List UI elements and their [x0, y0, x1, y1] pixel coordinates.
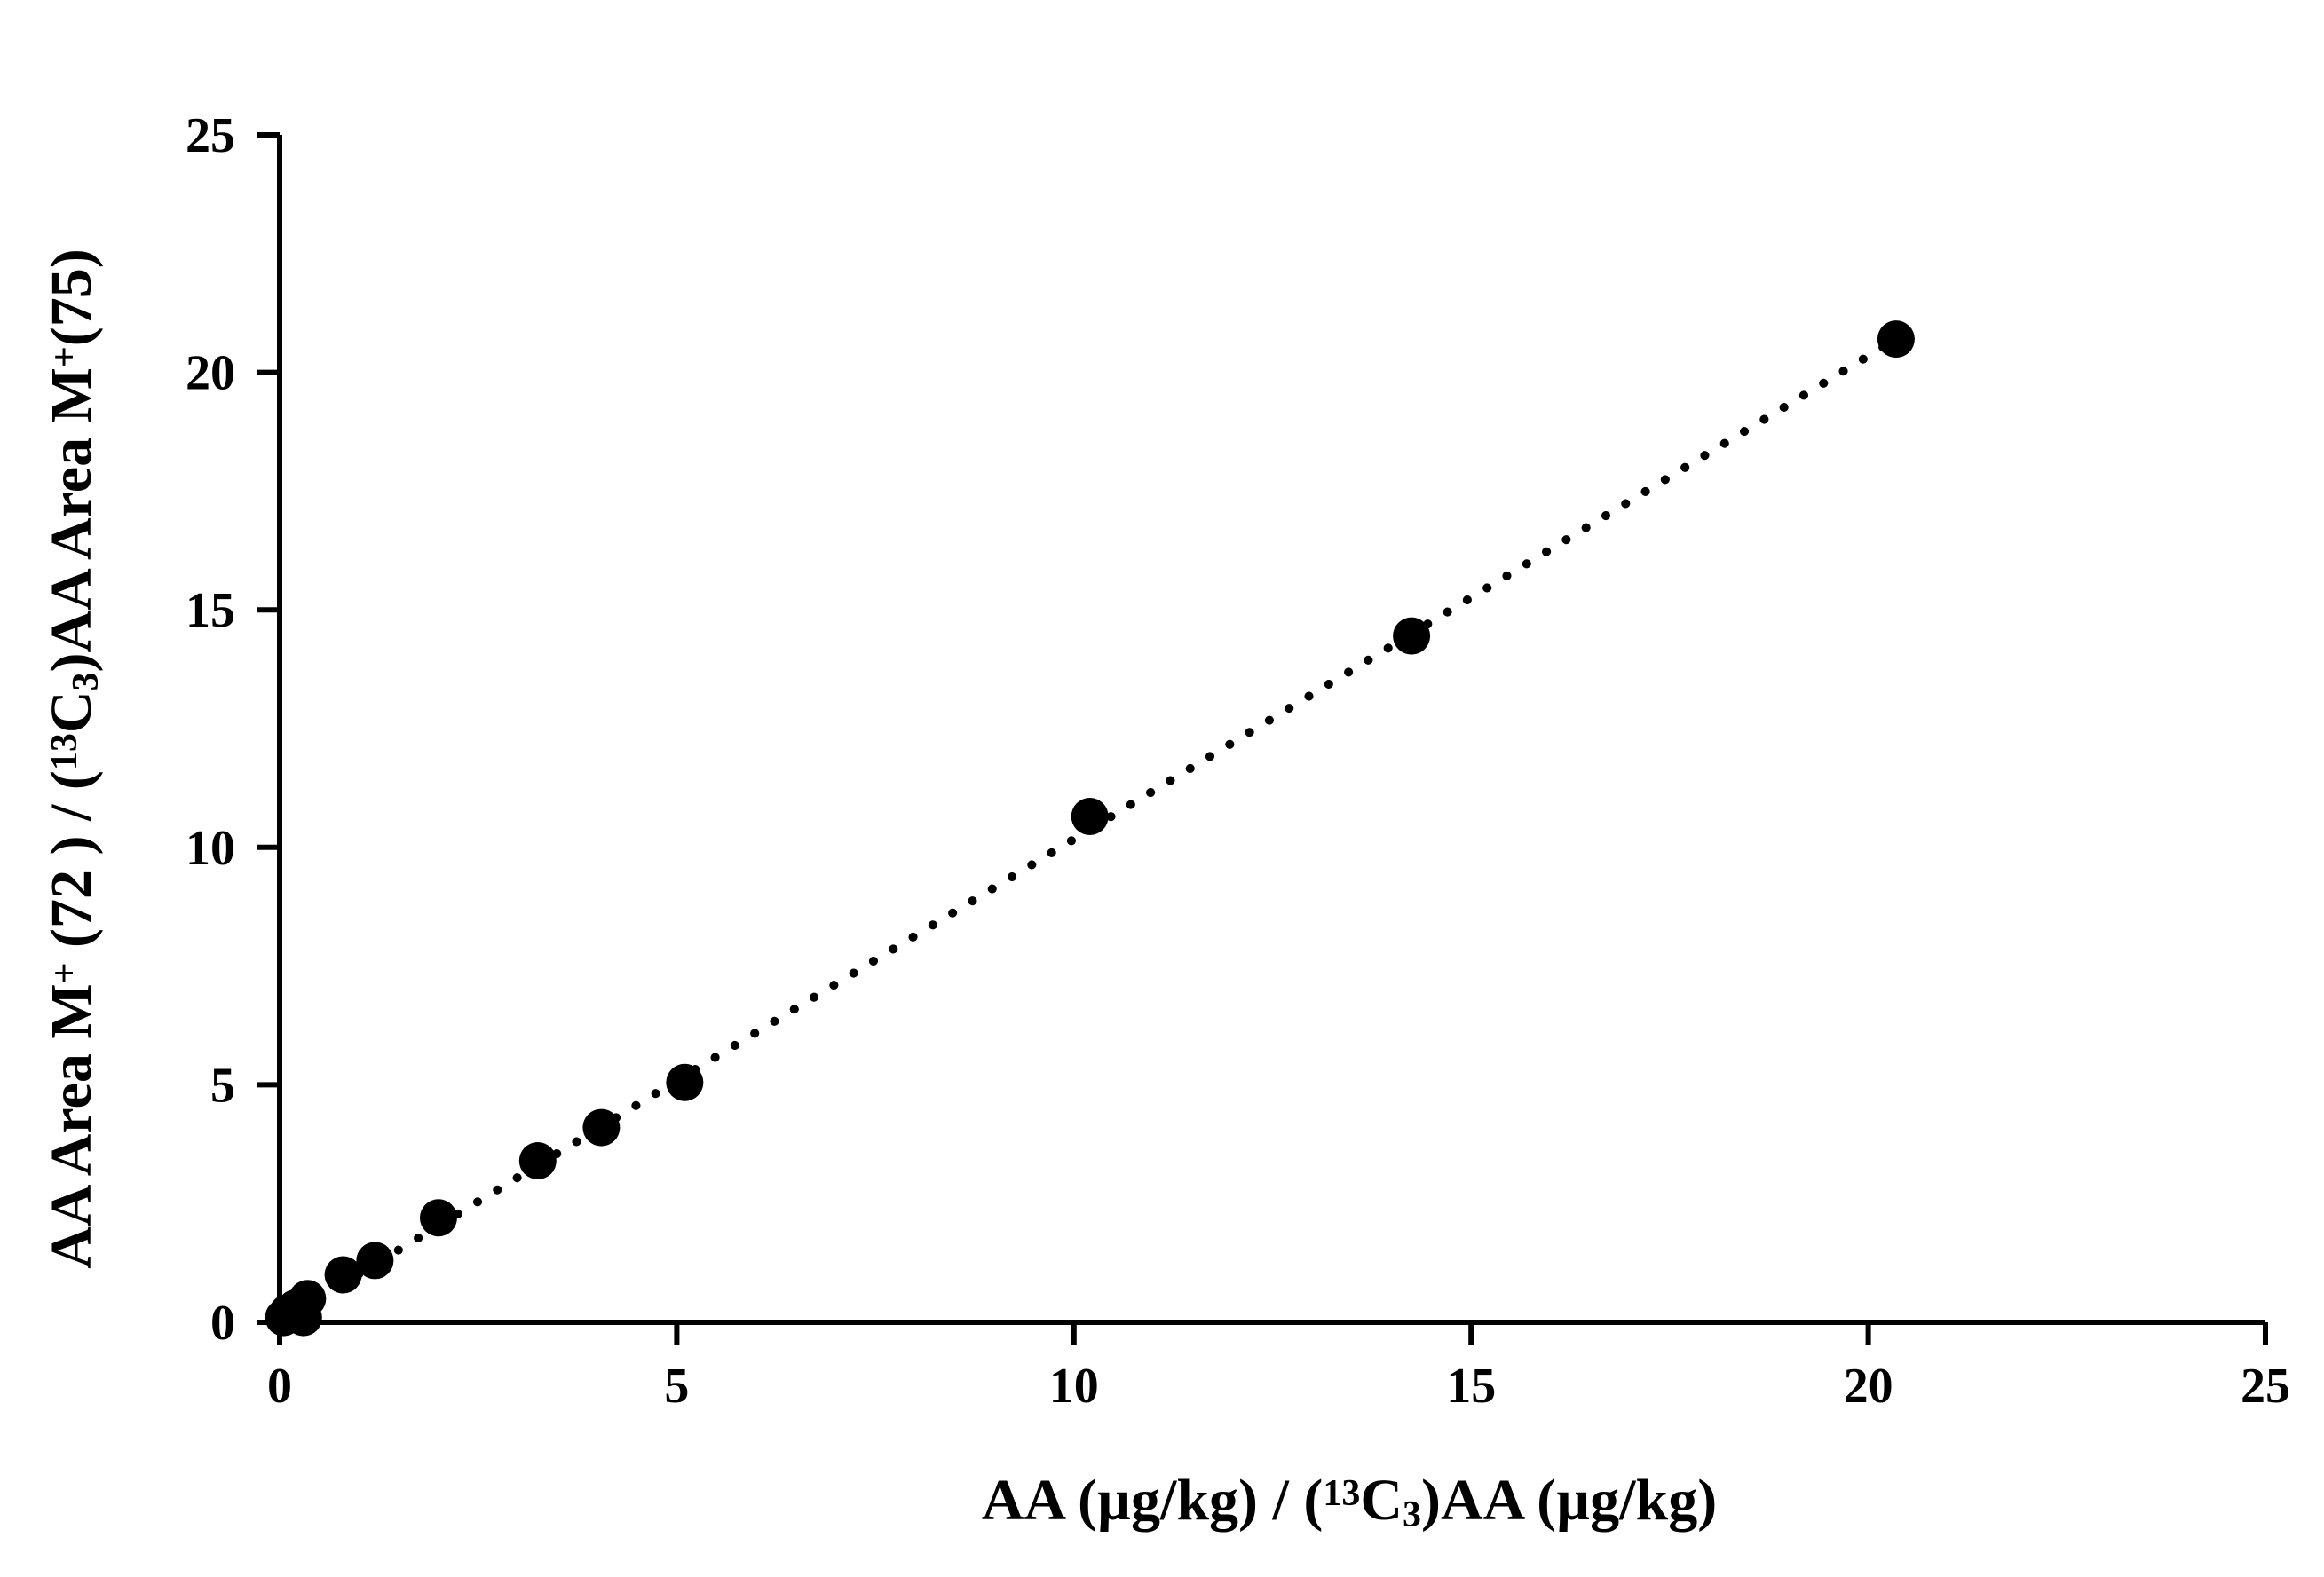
- y-tick-label-25: 25: [186, 108, 235, 163]
- x-tick-label-5: 5: [664, 1359, 689, 1414]
- x-tick-label-25: 25: [2241, 1359, 2290, 1414]
- data-point-6: [324, 1256, 362, 1294]
- data-points-layer: [265, 320, 1915, 1337]
- data-point-14: [1877, 320, 1915, 359]
- y-tick-label-5: 5: [210, 1058, 235, 1113]
- x-tick-label-15: 15: [1446, 1359, 1496, 1414]
- x-tick-label-10: 10: [1049, 1359, 1099, 1414]
- axes-layer: [257, 132, 2268, 1345]
- y-axis-title: AA Area M+ (72 ) / (13C3)AA Area M+(75): [39, 248, 107, 1269]
- y-tick-label-0: 0: [210, 1296, 235, 1351]
- y-tick-label-10: 10: [186, 821, 235, 876]
- x-tick-label-0: 0: [267, 1359, 292, 1414]
- y-tick-label-15: 15: [186, 583, 235, 638]
- x-tick-label-20: 20: [1844, 1359, 1893, 1414]
- tick-labels-layer: 0 5 10 15 20 25 0 5 10 15 20 25: [186, 108, 2290, 1414]
- data-point-7: [356, 1242, 394, 1280]
- data-point-13: [1393, 617, 1431, 655]
- data-point-12: [1071, 798, 1109, 836]
- data-point-10: [582, 1108, 621, 1147]
- data-point-9: [518, 1142, 557, 1180]
- x-axis-title: AA (µg/kg) / (13C3)AA (µg/kg): [982, 1468, 1717, 1535]
- data-point-8: [419, 1199, 457, 1237]
- y-tick-label-20: 20: [186, 346, 235, 401]
- data-point-11: [666, 1063, 704, 1101]
- data-point-5: [289, 1280, 327, 1318]
